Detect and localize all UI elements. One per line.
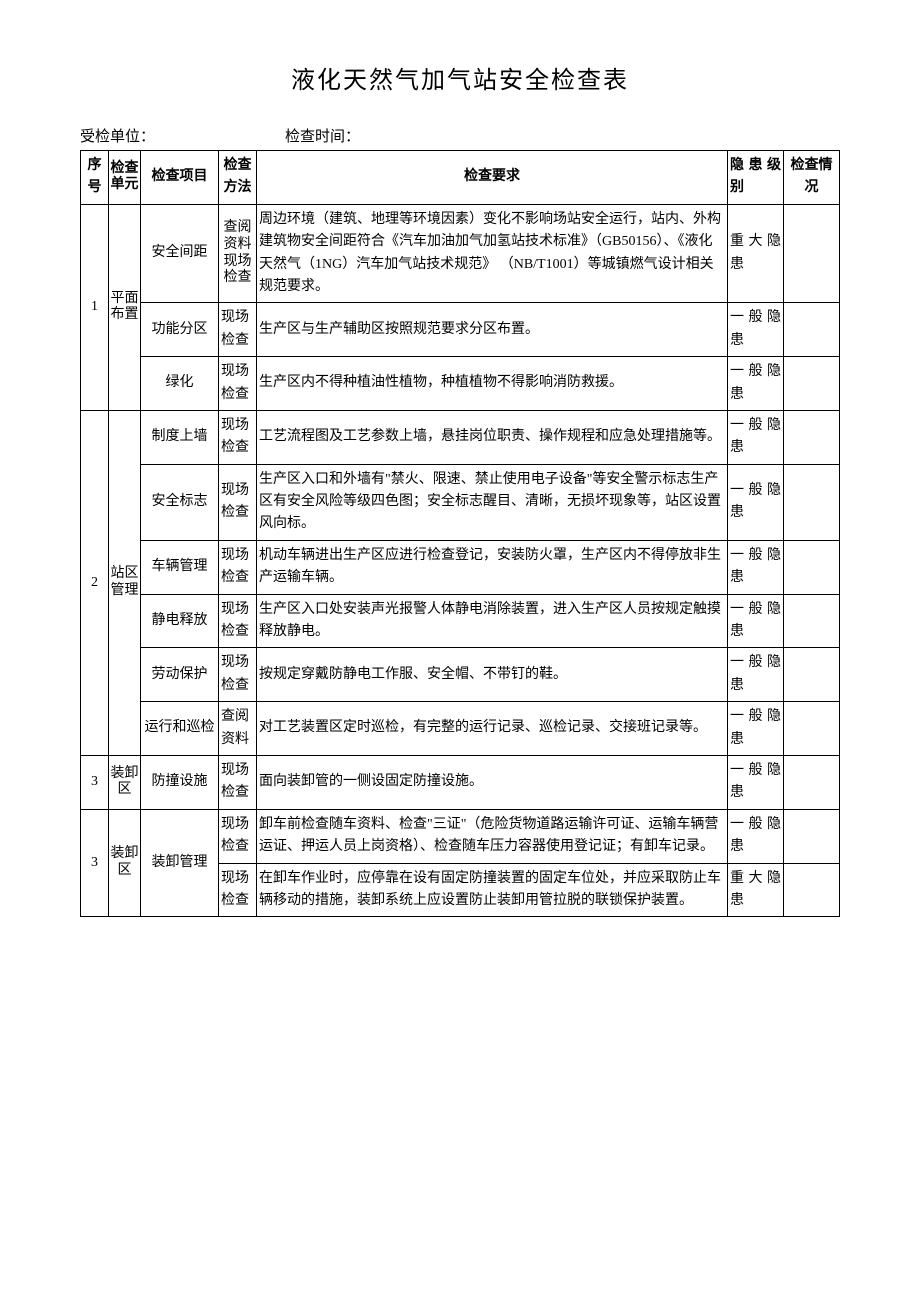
- cell-item: 车辆管理: [141, 540, 219, 594]
- unit-label: 受检单位：: [80, 125, 285, 146]
- cell-item: 安全间距: [141, 204, 219, 303]
- table-row: 功能分区 现场检查 生产区与生产辅助区按照规范要求分区布置。 一般隐患: [81, 303, 840, 357]
- cell-method: 现场检查: [219, 410, 257, 464]
- cell-method: 现场检查: [219, 648, 257, 702]
- cell-status: [784, 648, 840, 702]
- cell-unit: 平面布置: [109, 204, 141, 410]
- cell-status: [784, 863, 840, 917]
- header-method: 检查方法: [219, 151, 257, 205]
- cell-item: 运行和巡检: [141, 702, 219, 756]
- time-label: 检查时间：: [285, 125, 360, 146]
- cell-unit: 站区管理: [109, 410, 141, 755]
- cell-status: [784, 357, 840, 411]
- cell-status: [784, 755, 840, 809]
- cell-status: [784, 594, 840, 648]
- cell-level: 一般隐患: [728, 410, 784, 464]
- table-row: 安全标志 现场检查 生产区入口和外墙有"禁火、限速、禁止使用电子设备"等安全警示…: [81, 464, 840, 540]
- inspection-table: 序号 检查单元 检查项目 检查方法 检查要求 隐患级别 检查情况 1 平面布置 …: [80, 150, 840, 917]
- cell-req: 按规定穿戴防静电工作服、安全帽、不带钉的鞋。: [257, 648, 728, 702]
- cell-req: 生产区入口处安装声光报警人体静电消除装置，进入生产区人员按规定触摸释放静电。: [257, 594, 728, 648]
- header-unit: 检查单元: [109, 151, 141, 205]
- cell-req: 工艺流程图及工艺参数上墙，悬挂岗位职责、操作规程和应急处理措施等。: [257, 410, 728, 464]
- table-body: 1 平面布置 安全间距 查阅资料现场检查 周边环境（建筑、地理等环境因素）变化不…: [81, 204, 840, 917]
- cell-method: 现场检查: [219, 357, 257, 411]
- cell-method: 现场检查: [219, 863, 257, 917]
- header-seq: 序号: [81, 151, 109, 205]
- table-row: 2 站区管理 制度上墙 现场检查 工艺流程图及工艺参数上墙，悬挂岗位职责、操作规…: [81, 410, 840, 464]
- cell-status: [784, 464, 840, 540]
- cell-level: 一般隐患: [728, 357, 784, 411]
- cell-status: [784, 540, 840, 594]
- cell-req: 生产区入口和外墙有"禁火、限速、禁止使用电子设备"等安全警示标志生产区有安全风险…: [257, 464, 728, 540]
- cell-level: 一般隐患: [728, 648, 784, 702]
- cell-method: 现场检查: [219, 464, 257, 540]
- cell-seq: 3: [81, 755, 109, 809]
- cell-seq: 2: [81, 410, 109, 755]
- cell-item: 静电释放: [141, 594, 219, 648]
- cell-req: 机动车辆进出生产区应进行检查登记，安装防火罩，生产区内不得停放非生产运输车辆。: [257, 540, 728, 594]
- cell-status: [784, 204, 840, 303]
- cell-req: 生产区内不得种植油性植物，种植植物不得影响消防救援。: [257, 357, 728, 411]
- cell-item: 绿化: [141, 357, 219, 411]
- cell-item: 装卸管理: [141, 809, 219, 917]
- table-row: 运行和巡检 查阅资料 对工艺装置区定时巡检，有完整的运行记录、巡检记录、交接班记…: [81, 702, 840, 756]
- cell-level: 一般隐患: [728, 594, 784, 648]
- header-item: 检查项目: [141, 151, 219, 205]
- cell-req: 卸车前检查随车资料、检查"三证"（危险货物道路运输许可证、运输车辆营运证、押运人…: [257, 809, 728, 863]
- table-header-row: 序号 检查单元 检查项目 检查方法 检查要求 隐患级别 检查情况: [81, 151, 840, 205]
- cell-req: 在卸车作业时，应停靠在设有固定防撞装置的固定车位处，并应采取防止车辆移动的措施，…: [257, 863, 728, 917]
- cell-level: 重大隐患: [728, 204, 784, 303]
- cell-status: [784, 410, 840, 464]
- cell-seq: 3: [81, 809, 109, 917]
- cell-level: 重大隐患: [728, 863, 784, 917]
- cell-status: [784, 702, 840, 756]
- cell-level: 一般隐患: [728, 540, 784, 594]
- cell-method: 现场检查: [219, 809, 257, 863]
- cell-level: 一般隐患: [728, 809, 784, 863]
- cell-req: 周边环境（建筑、地理等环境因素）变化不影响场站安全运行，站内、外构建筑物安全间距…: [257, 204, 728, 303]
- table-row: 劳动保护 现场检查 按规定穿戴防静电工作服、安全帽、不带钉的鞋。 一般隐患: [81, 648, 840, 702]
- table-row: 3 装卸区 装卸管理 现场检查 卸车前检查随车资料、检查"三证"（危险货物道路运…: [81, 809, 840, 863]
- table-row: 静电释放 现场检查 生产区入口处安装声光报警人体静电消除装置，进入生产区人员按规…: [81, 594, 840, 648]
- cell-item: 功能分区: [141, 303, 219, 357]
- header-req: 检查要求: [257, 151, 728, 205]
- cell-method: 现场检查: [219, 540, 257, 594]
- cell-method: 现场检查: [219, 755, 257, 809]
- cell-req: 生产区与生产辅助区按照规范要求分区布置。: [257, 303, 728, 357]
- cell-status: [784, 303, 840, 357]
- cell-item: 制度上墙: [141, 410, 219, 464]
- page-title: 液化天然气加气站安全检查表: [80, 60, 840, 95]
- meta-row: 受检单位： 检查时间：: [80, 125, 840, 146]
- cell-level: 一般隐患: [728, 702, 784, 756]
- cell-unit: 装卸区: [109, 755, 141, 809]
- cell-method: 现场检查: [219, 303, 257, 357]
- cell-unit: 装卸区: [109, 809, 141, 917]
- cell-req: 对工艺装置区定时巡检，有完整的运行记录、巡检记录、交接班记录等。: [257, 702, 728, 756]
- header-level: 隐患级别: [728, 151, 784, 205]
- table-row: 1 平面布置 安全间距 查阅资料现场检查 周边环境（建筑、地理等环境因素）变化不…: [81, 204, 840, 303]
- cell-item: 劳动保护: [141, 648, 219, 702]
- cell-req: 面向装卸管的一侧设固定防撞设施。: [257, 755, 728, 809]
- cell-seq: 1: [81, 204, 109, 410]
- table-row: 绿化 现场检查 生产区内不得种植油性植物，种植植物不得影响消防救援。 一般隐患: [81, 357, 840, 411]
- cell-item: 防撞设施: [141, 755, 219, 809]
- table-row: 3 装卸区 防撞设施 现场检查 面向装卸管的一侧设固定防撞设施。 一般隐患: [81, 755, 840, 809]
- cell-method: 现场检查: [219, 594, 257, 648]
- cell-level: 一般隐患: [728, 755, 784, 809]
- cell-method: 查阅资料现场检查: [219, 204, 257, 303]
- cell-status: [784, 809, 840, 863]
- cell-method: 查阅资料: [219, 702, 257, 756]
- cell-level: 一般隐患: [728, 464, 784, 540]
- header-status: 检查情况: [784, 151, 840, 205]
- cell-item: 安全标志: [141, 464, 219, 540]
- table-row: 车辆管理 现场检查 机动车辆进出生产区应进行检查登记，安装防火罩，生产区内不得停…: [81, 540, 840, 594]
- cell-level: 一般隐患: [728, 303, 784, 357]
